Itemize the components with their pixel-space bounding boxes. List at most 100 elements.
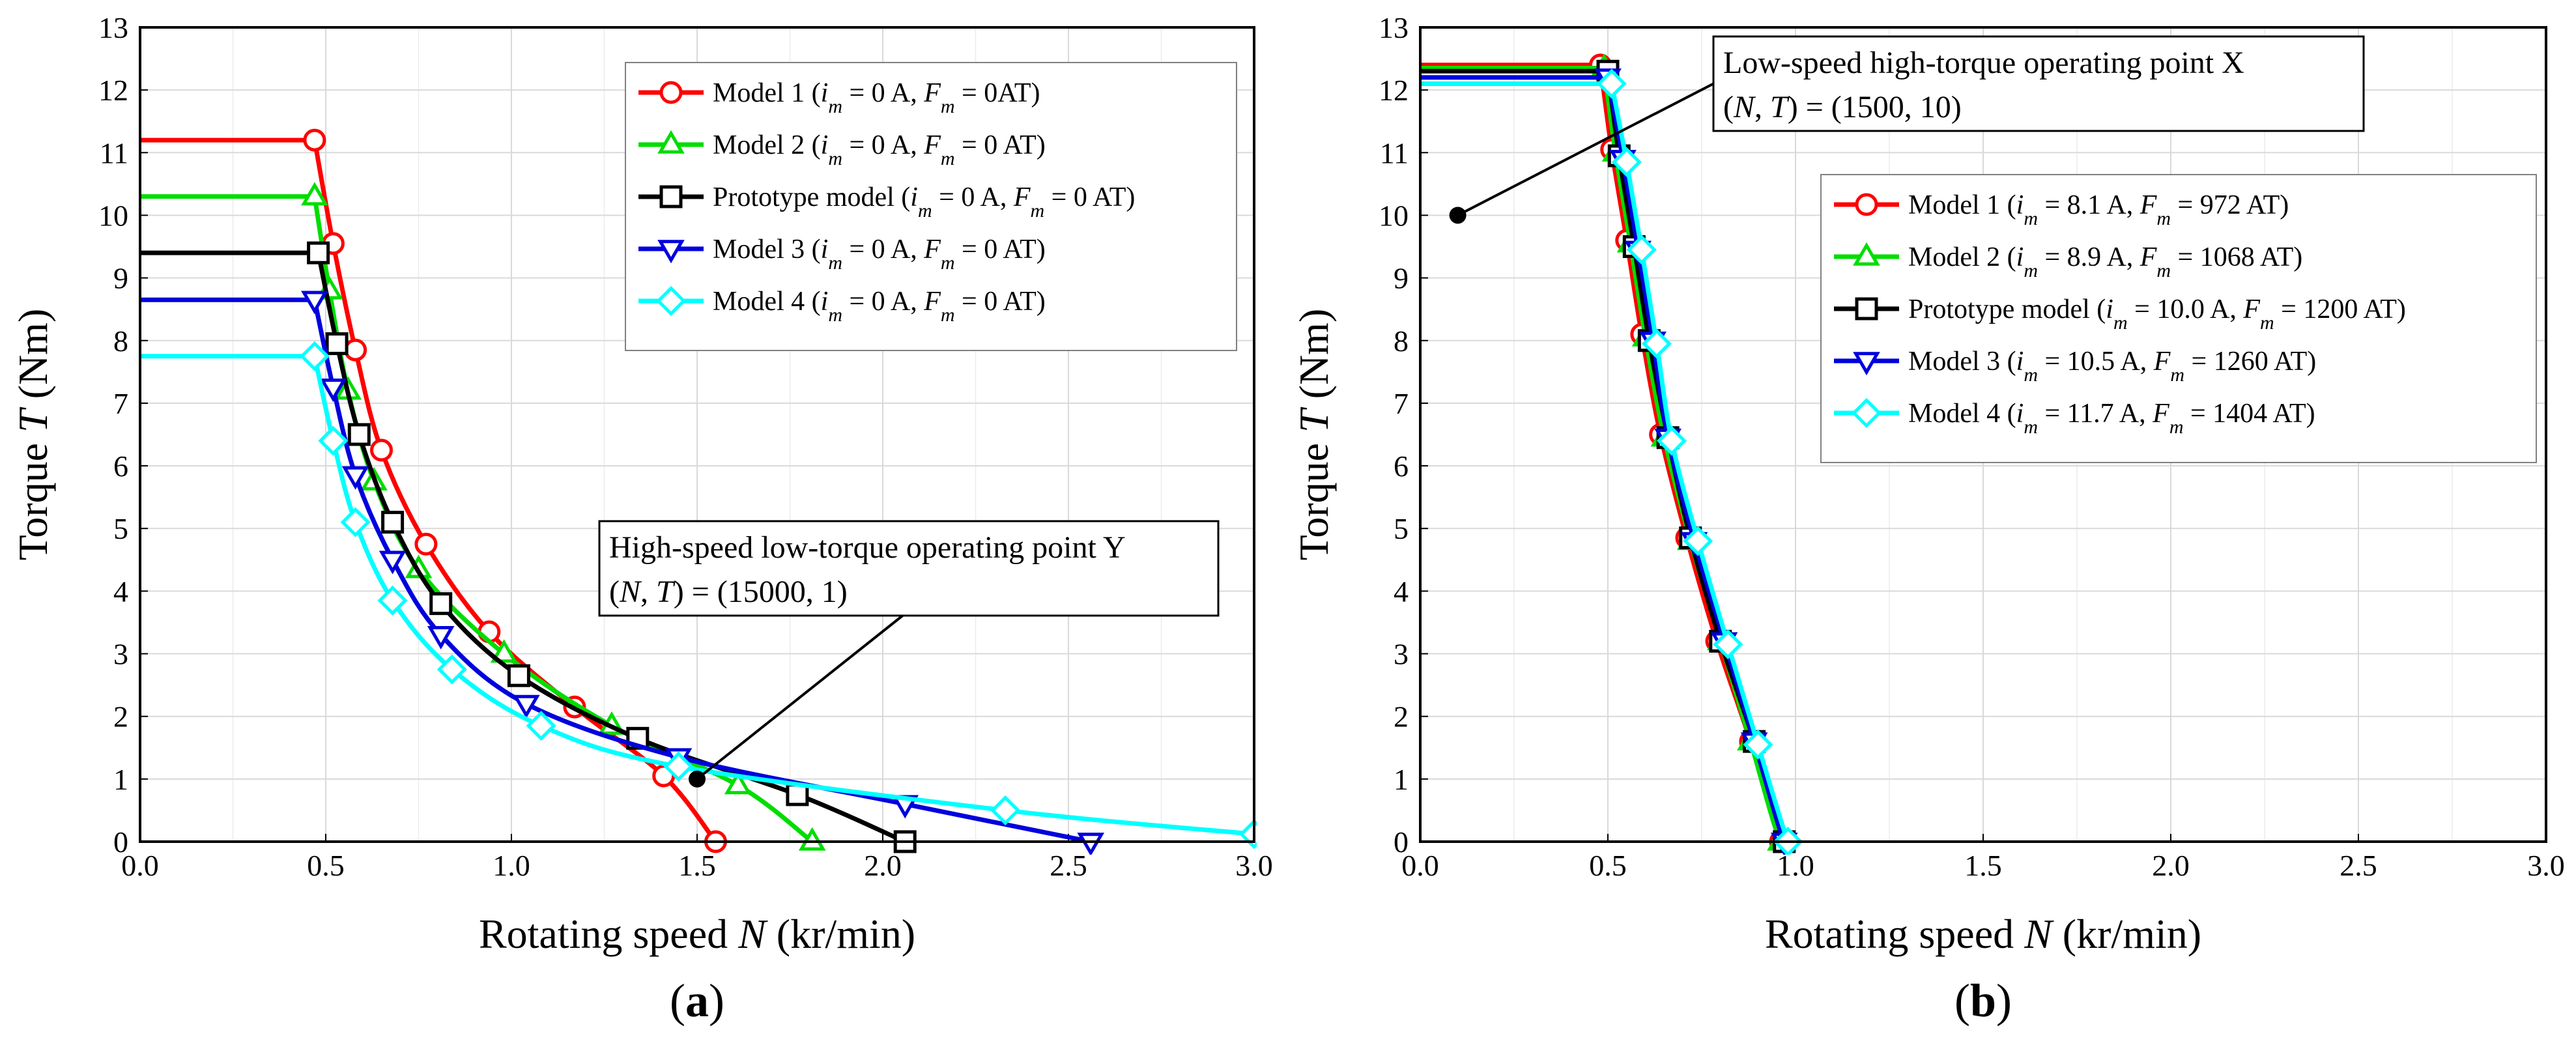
x-tick-label: 1.0 bbox=[493, 849, 530, 882]
data-point bbox=[340, 507, 371, 537]
y-tick-label: 2 bbox=[1394, 700, 1409, 734]
y-tick-label: 7 bbox=[113, 387, 128, 420]
x-tick-label: 2.5 bbox=[2340, 849, 2377, 882]
legend-marker bbox=[659, 185, 683, 208]
x-tick-label: 1.5 bbox=[678, 849, 716, 882]
data-point bbox=[301, 182, 328, 206]
series-line bbox=[1609, 83, 1798, 851]
data-point bbox=[307, 241, 330, 264]
x-tick-label: 2.0 bbox=[2152, 849, 2190, 882]
data-point bbox=[798, 827, 826, 851]
annotation-line-2: (N, T) = (1500, 10) bbox=[1723, 90, 1962, 124]
x-tick-label: 0.0 bbox=[121, 849, 159, 882]
data-point bbox=[526, 711, 556, 741]
chart-panel-1: 0.0 0.5 1.0 1.5 2.0 2.5 3.0012345678910111213M… bbox=[1291, 11, 2565, 1027]
y-tick-label: 11 bbox=[1380, 136, 1409, 169]
annotation-line-1: High-speed low-torque operating point Y bbox=[609, 530, 1126, 565]
series-line bbox=[1605, 77, 1798, 851]
legend-entry: Prototype model (im = 10.0 A, Fm = 1200 … bbox=[1908, 294, 2406, 334]
legend-box bbox=[625, 62, 1237, 351]
y-tick-label: 6 bbox=[1394, 449, 1409, 483]
data-point bbox=[990, 795, 1021, 825]
y-tick-label: 8 bbox=[113, 324, 128, 358]
data-point bbox=[1626, 235, 1657, 265]
legend: Model 1 (im = 0 A, Fm = 0AT) Model 2 (im … bbox=[625, 62, 1237, 351]
data-point bbox=[344, 338, 367, 362]
y-tick-label: 10 bbox=[98, 199, 128, 232]
legend-marker bbox=[1855, 193, 1878, 216]
series-line bbox=[1601, 68, 1797, 851]
annotation-line-2: (N, T) = (15000, 1) bbox=[609, 575, 848, 609]
y-tick-label: 11 bbox=[100, 136, 128, 169]
x-tick-label: 1.0 bbox=[1777, 849, 1814, 882]
data-point bbox=[786, 783, 809, 806]
x-axis-label: Rotating speed N (kr/min) bbox=[1765, 911, 2201, 957]
x-tick-label: 3.0 bbox=[1235, 849, 1273, 882]
data-point bbox=[319, 378, 347, 403]
plot-frame bbox=[1419, 26, 2547, 843]
data-point bbox=[301, 291, 328, 315]
legend: Model 1 (im = 8.1 A, Fm = 972 AT) Model 2… bbox=[1820, 174, 2537, 463]
data-point bbox=[405, 554, 433, 578]
data-point bbox=[1077, 833, 1105, 855]
data-point bbox=[1656, 425, 1687, 456]
data-point bbox=[377, 585, 408, 616]
data-point bbox=[370, 438, 393, 462]
legend-entry: Prototype model (im = 0 A, Fm = 0 AT) bbox=[713, 182, 1135, 221]
annotation-leader bbox=[1457, 82, 1714, 217]
y-tick-label: 12 bbox=[98, 74, 128, 107]
y-tick-label: 1 bbox=[113, 763, 128, 796]
legend-entry: Model 4 (im = 0 A, Fm = 0 AT) bbox=[713, 287, 1046, 326]
data-point bbox=[318, 425, 349, 456]
y-tick-label: 0 bbox=[1394, 825, 1409, 859]
annotation-leader bbox=[696, 614, 904, 780]
data-point bbox=[1713, 629, 1743, 660]
legend-entry: Model 1 (im = 8.1 A, Fm = 972 AT) bbox=[1908, 190, 2289, 229]
y-axis-label: Torque T (Nm) bbox=[10, 309, 56, 561]
operating-point-dot bbox=[1449, 207, 1467, 224]
data-point bbox=[724, 771, 752, 795]
data-point bbox=[490, 639, 518, 663]
data-point bbox=[379, 550, 407, 575]
data-point bbox=[303, 128, 326, 152]
data-point bbox=[1683, 526, 1713, 556]
y-tick-label: 3 bbox=[113, 638, 128, 671]
legend-entry: Model 4 (im = 11.7 A, Fm = 1404 AT) bbox=[1908, 399, 2315, 438]
annotation: High-speed low-torque operating point Y (… bbox=[598, 520, 1220, 788]
legend-marker bbox=[655, 285, 687, 317]
data-point bbox=[299, 341, 330, 371]
y-tick-label: 8 bbox=[1394, 324, 1409, 358]
x-tick-label: 3.0 bbox=[2527, 849, 2565, 882]
legend-marker bbox=[659, 81, 683, 104]
data-point bbox=[429, 592, 453, 616]
legend-marker bbox=[1853, 242, 1880, 266]
data-point bbox=[512, 694, 540, 719]
series-4 bbox=[1420, 68, 1803, 855]
data-point bbox=[1641, 328, 1672, 359]
y-tick-label: 4 bbox=[1394, 575, 1409, 608]
y-tick-label: 5 bbox=[1394, 512, 1409, 545]
legend-entry: Model 2 (im = 8.9 A, Fm = 1068 AT) bbox=[1908, 242, 2302, 281]
data-point bbox=[1743, 729, 1773, 760]
data-point bbox=[427, 625, 455, 649]
y-tick-label: 10 bbox=[1379, 199, 1409, 232]
y-tick-label: 4 bbox=[113, 575, 128, 608]
x-tick-label: 2.5 bbox=[1050, 849, 1087, 882]
data-point bbox=[414, 532, 438, 556]
operating-point-dot bbox=[689, 770, 706, 788]
data-point bbox=[381, 511, 405, 534]
data-point bbox=[436, 654, 467, 685]
y-axis-label: Torque T (Nm) bbox=[1291, 309, 1337, 561]
legend-entry: Model 3 (im = 0 A, Fm = 0 AT) bbox=[713, 235, 1046, 274]
plot-frame bbox=[139, 26, 1255, 843]
x-tick-label: 0.0 bbox=[1401, 849, 1439, 882]
y-tick-label: 0 bbox=[113, 825, 128, 859]
legend-entry: Model 1 (im = 0 A, Fm = 0AT) bbox=[713, 78, 1040, 117]
data-point bbox=[1611, 147, 1642, 177]
y-tick-label: 9 bbox=[1394, 262, 1409, 295]
y-tick-label: 1 bbox=[1394, 763, 1409, 796]
y-tick-label: 7 bbox=[1394, 387, 1409, 420]
x-tick-label: 1.5 bbox=[1964, 849, 2002, 882]
annotation-line-1: Low-speed high-torque operating point X bbox=[1723, 46, 2244, 80]
